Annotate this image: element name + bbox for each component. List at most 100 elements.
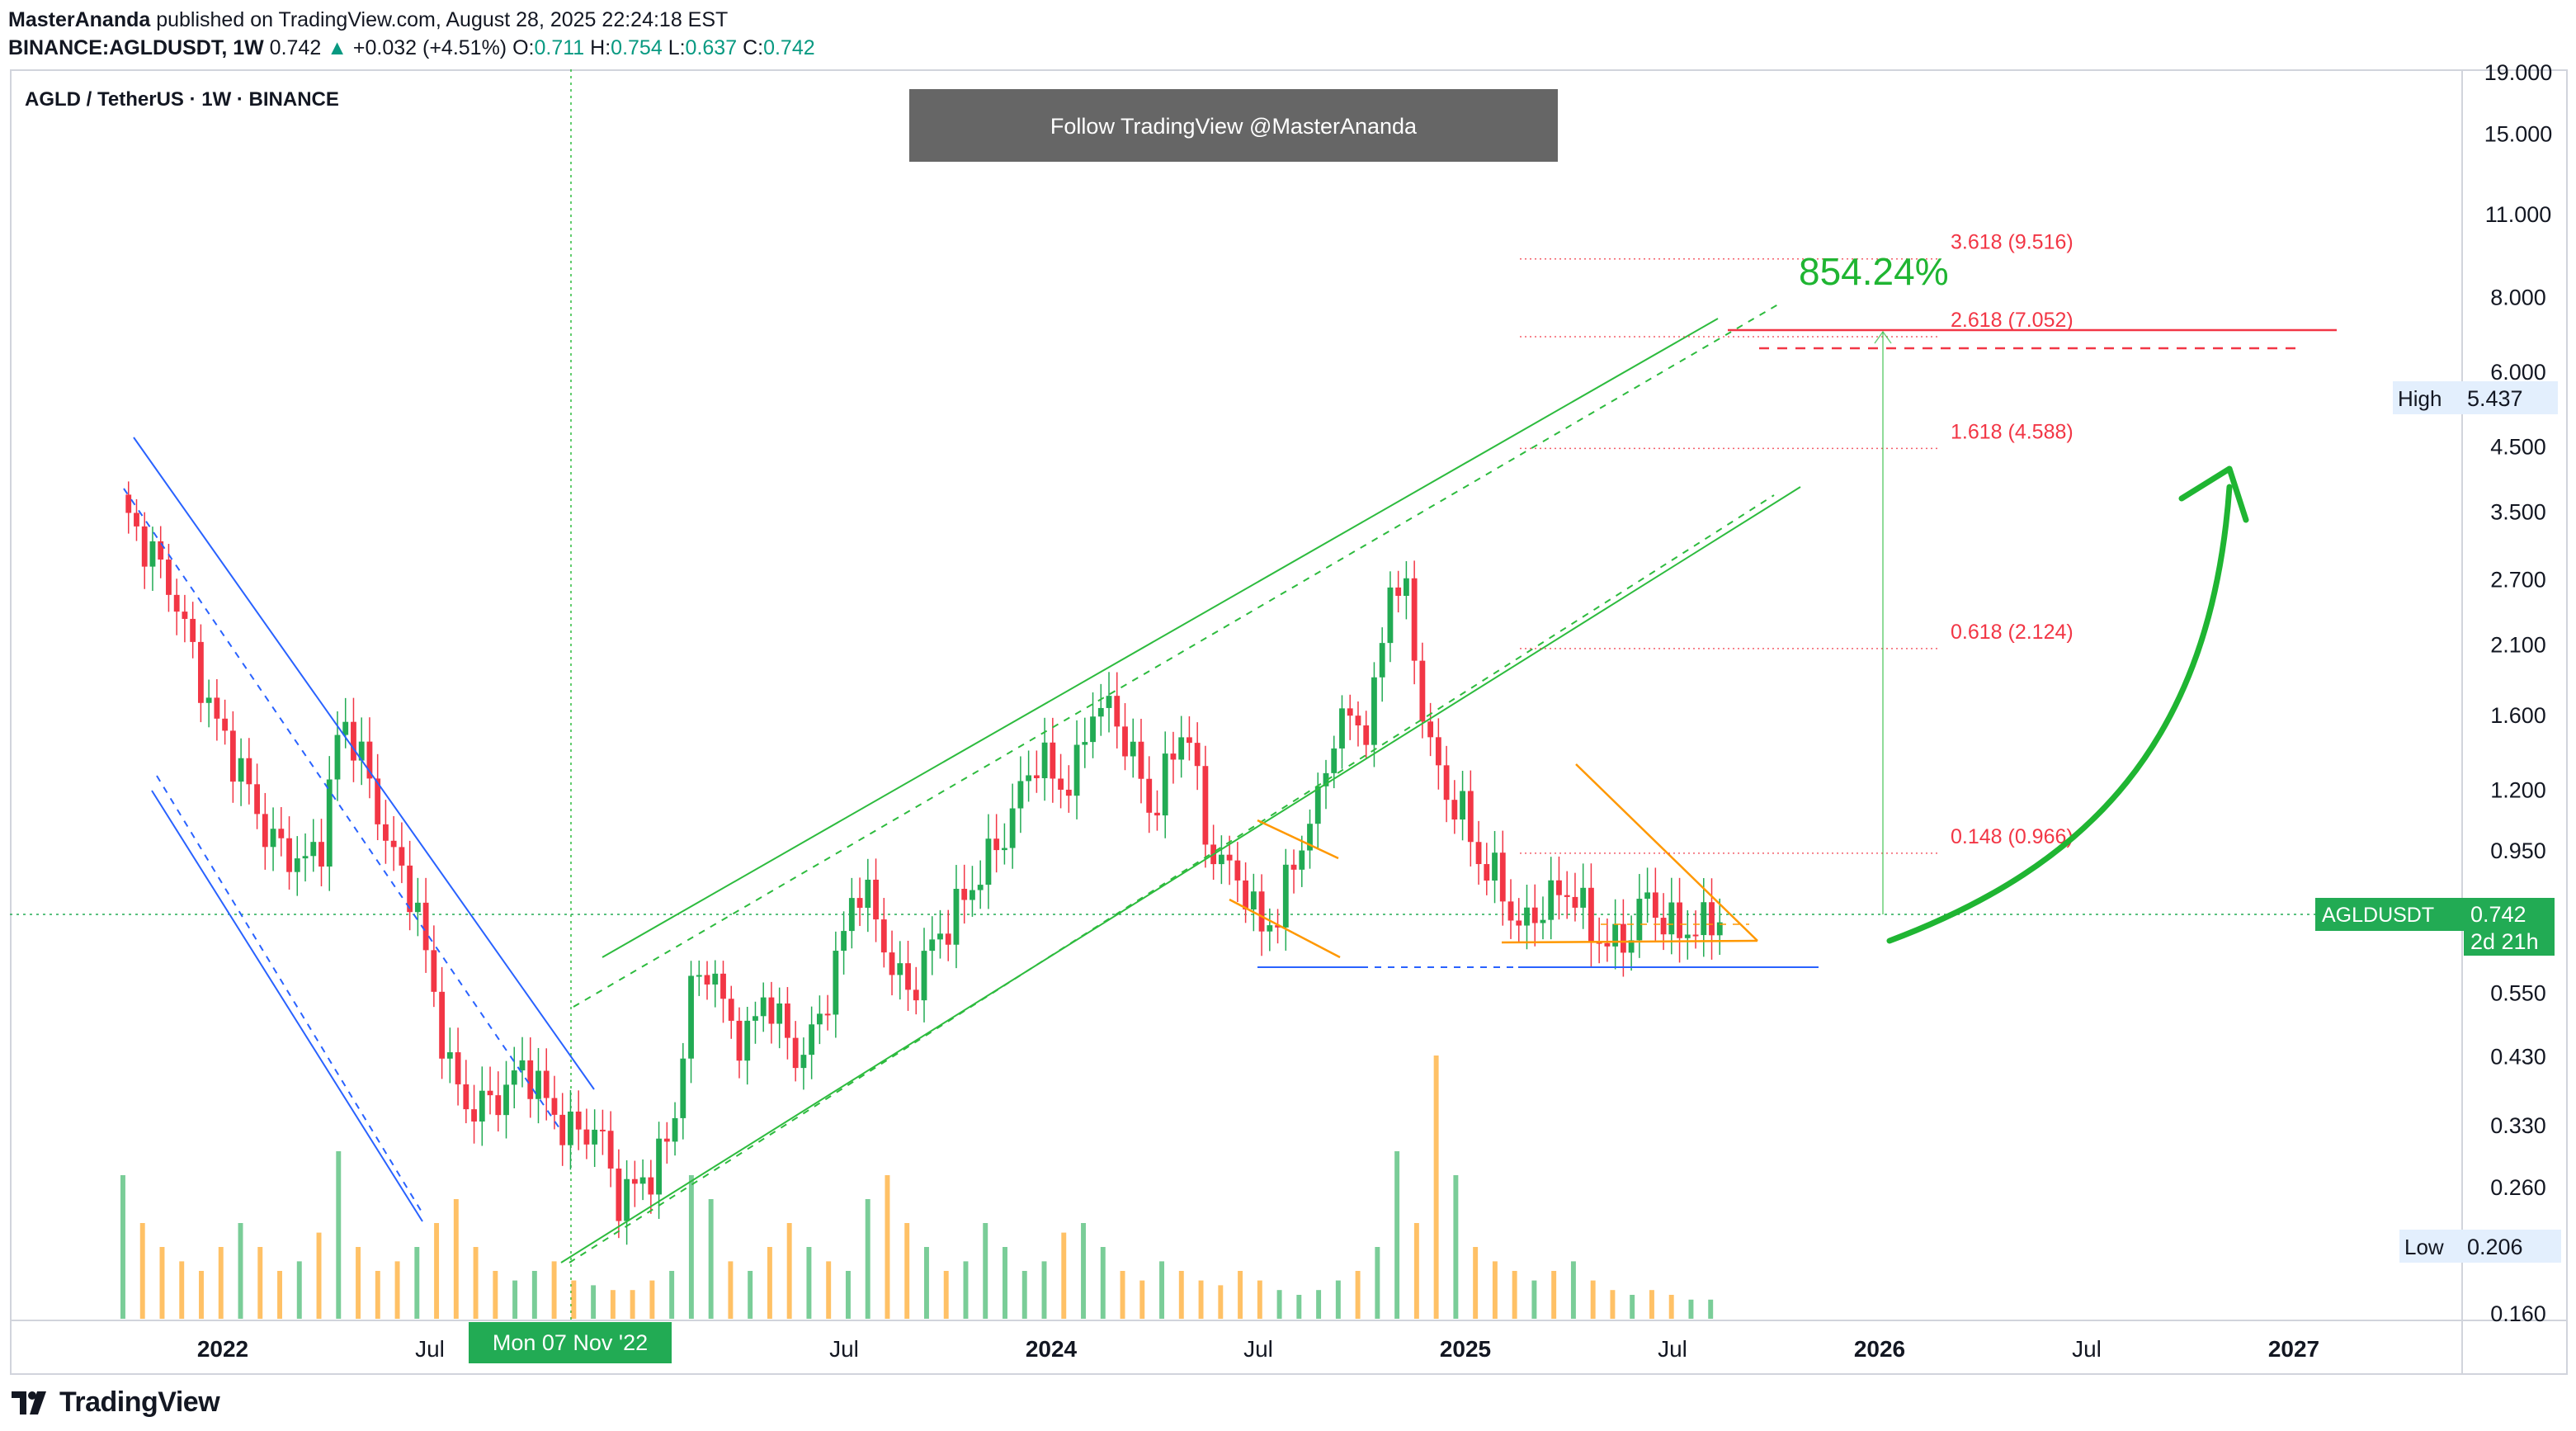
candle-body [575,1111,582,1130]
candle-body [1668,902,1675,935]
candle-body [1323,772,1329,786]
price-axis: 19.000 15.000 11.000 8.000 6.000 4.500 3.500 2.… [2484,60,2553,1326]
price-tick-label: 6.000 [2490,360,2546,385]
author-name[interactable]: MasterAnanda [8,8,151,31]
candle-body [334,734,341,780]
price-tick-label: 8.000 [2490,285,2546,309]
candle-body [1154,812,1160,816]
candle-body [141,526,148,567]
candle-body [294,858,300,872]
candle-body [1531,907,1538,923]
candle-body [278,829,285,838]
candle-body [970,890,975,900]
volume-bar [1375,1247,1380,1319]
candle-body [214,697,220,719]
candle-body [1243,880,1249,909]
volume-bar [904,1223,910,1319]
volume-bar [1453,1175,1459,1319]
candle-body [1677,902,1682,938]
volume-bar [649,1280,655,1319]
volume-bar [1473,1247,1479,1319]
candle-body [1178,737,1185,760]
candle-body [1363,725,1370,745]
time-tick-label: 2025 [1440,1336,1491,1362]
volume-bar [1120,1271,1125,1319]
volume-bar [1178,1271,1184,1319]
volume-bar [865,1199,870,1319]
candle-body [535,1070,541,1099]
candle-body [833,951,839,1015]
candle-body [800,1055,807,1069]
candle-body [390,840,397,848]
candle-body [463,1084,469,1110]
candle-body [302,856,309,859]
candle-body [624,1178,630,1221]
candle-body [326,779,333,867]
candle-body [527,1060,534,1099]
candle-body [696,975,702,977]
candle-body [1218,854,1224,865]
volume-bar [1316,1290,1322,1319]
candle-body [792,1037,799,1069]
candle-body [631,1178,638,1184]
volume-bar [434,1223,440,1319]
candle-body [785,1003,790,1038]
candle-body [1419,660,1426,722]
low-label: L: [668,36,686,59]
price-tick-label: 2.700 [2490,567,2546,592]
candles [125,481,1723,1245]
candle-body [125,494,132,513]
volume-bar [963,1261,969,1319]
candle-body [841,931,847,952]
fib-level-label: 1.618 (4.588) [1951,420,2074,443]
tradingview-logo[interactable]: TradingView [12,1386,220,1419]
candle-body [366,741,373,779]
volume-bar [1081,1223,1086,1319]
candle-body [1652,892,1658,919]
candle-body [182,612,188,619]
candle-body [1507,901,1514,921]
candle-body [197,641,204,703]
candle-body [487,1090,493,1096]
candle-body [921,951,927,1001]
volume-bar [394,1261,400,1319]
candle-body [1041,742,1048,778]
volume-bar [375,1271,380,1319]
volume-bar [356,1247,361,1319]
candle-body [1122,726,1128,757]
price-tick-label: 0.950 [2490,838,2546,863]
volume-bar [1100,1247,1106,1319]
candle-body [753,1016,758,1021]
candle-body [656,1138,662,1195]
volume-bar [591,1285,597,1319]
blue-channel-upper [133,437,595,1090]
candle-body [736,1020,743,1061]
volume-bar [1238,1271,1243,1319]
blue-channel-mid-lower [156,775,423,1214]
candle-body [993,838,1000,851]
candle-body [479,1090,485,1122]
price-value: 0.742 [269,36,322,59]
candle-body [439,991,446,1059]
candle-body [568,1111,573,1145]
volume-bar [414,1247,420,1319]
volume-bar [199,1271,204,1319]
volume-bar [1433,1056,1439,1319]
price-tick-label: 0.160 [2490,1301,2546,1326]
candle-body [1628,940,1635,953]
volume-bar [139,1223,145,1319]
candle-body [1620,923,1626,953]
candle-body [158,541,164,560]
volume-bar [1394,1151,1400,1319]
high-value: 0.754 [611,36,663,59]
low-label-text: Low [2404,1235,2444,1259]
candle-body [1572,896,1578,908]
follow-banner[interactable] [909,89,1558,162]
volume-bar [277,1271,282,1319]
candle-body [1427,721,1434,738]
volume-bar [1139,1280,1145,1319]
candle-body [1484,864,1490,881]
candle-body [776,1003,783,1024]
candle-body [1275,925,1281,928]
